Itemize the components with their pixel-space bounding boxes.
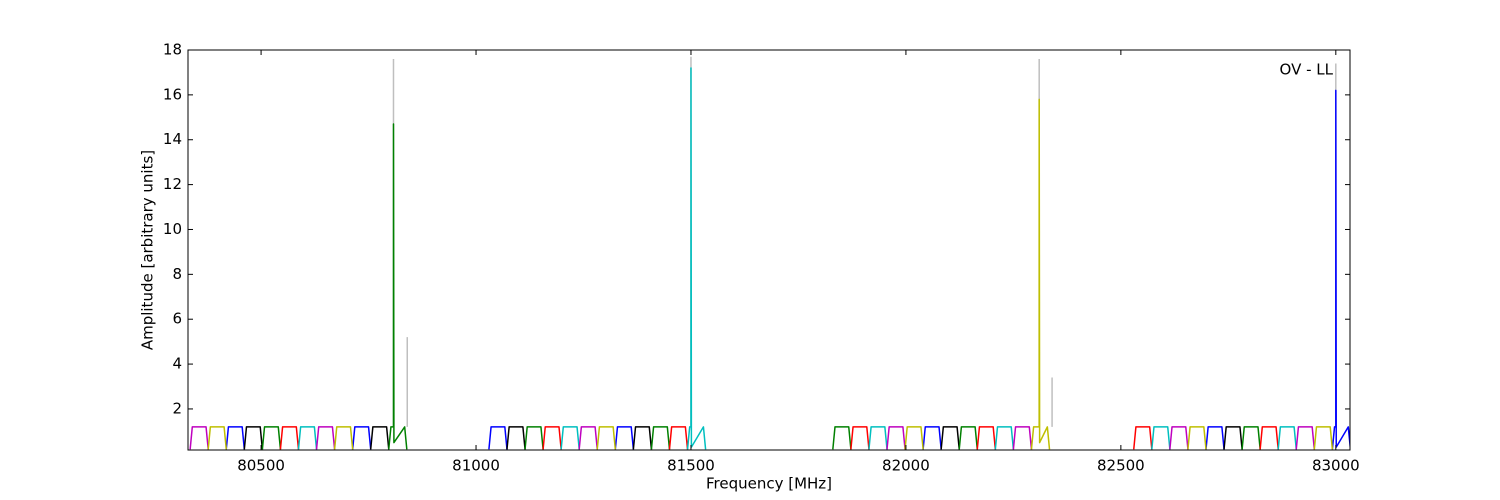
x-tick-label: 80500 xyxy=(237,457,285,475)
series-line xyxy=(297,67,1298,450)
y-tick-label: 6 xyxy=(172,310,182,328)
y-tick-label: 12 xyxy=(163,175,182,193)
y-tick-label: 18 xyxy=(163,41,182,59)
series-line xyxy=(189,426,1316,450)
x-tick-label: 81500 xyxy=(667,457,715,475)
series-line xyxy=(279,426,1279,450)
y-tick-label: 14 xyxy=(163,130,182,148)
plot-lines xyxy=(189,56,1350,450)
y-tick-label: 16 xyxy=(163,85,182,103)
x-tick-label: 82500 xyxy=(1097,457,1145,475)
annotation: OV - LL xyxy=(1280,61,1334,79)
x-axis-label: Frequency [MHz] xyxy=(706,475,832,493)
y-tick-label: 4 xyxy=(172,355,182,373)
series-line xyxy=(243,426,1243,450)
plot-frame xyxy=(187,49,1351,451)
x-tick-label: 81000 xyxy=(452,457,500,475)
y-axis-label: Amplitude [arbitrary units] xyxy=(139,150,157,350)
y-tick-label: 2 xyxy=(172,399,182,417)
x-tick-label: 82000 xyxy=(882,457,930,475)
series-line xyxy=(261,123,1261,450)
series-line xyxy=(225,89,1350,450)
x-tick-label: 83000 xyxy=(1312,457,1360,475)
series-line xyxy=(207,98,1334,450)
y-tick-label: 10 xyxy=(163,220,182,238)
y-tick-label: 8 xyxy=(172,265,182,283)
